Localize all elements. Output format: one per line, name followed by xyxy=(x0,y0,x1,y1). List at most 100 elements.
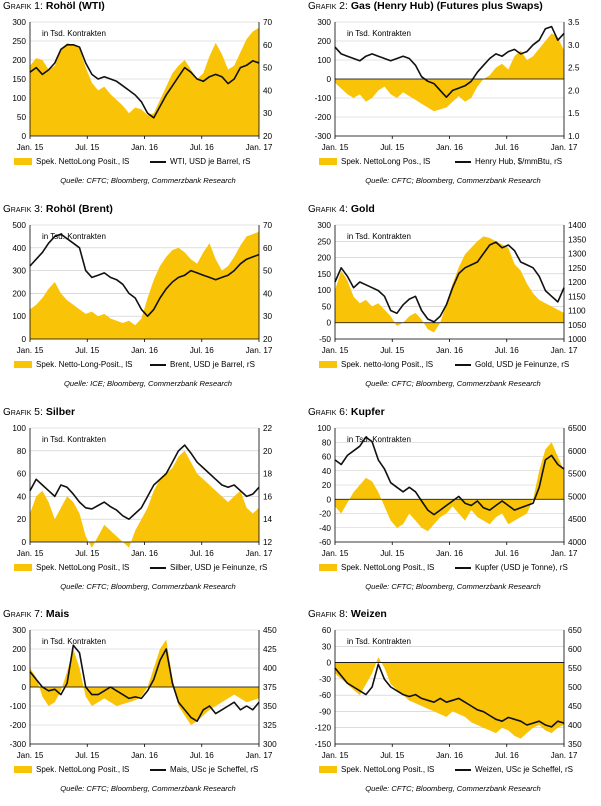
chart-panel-weizen: Grafik 8: Weizen -150 -120 -90 -60 -30 0 30 60 35… xyxy=(305,608,601,806)
x-tick-label: Jan. 17 xyxy=(551,751,578,760)
right-tick-label: 1050 xyxy=(568,321,587,330)
right-tick-label: 4500 xyxy=(568,515,587,524)
x-tick-label: Jul. 16 xyxy=(190,143,215,152)
chart-title-text: Gas (Henry Hub) (Futures plus Swaps) xyxy=(350,0,543,12)
legend-item-area: Spek. NettoLong Pos., lS xyxy=(319,157,430,166)
legend-swatch-line xyxy=(150,160,166,163)
chart-number: 4: xyxy=(339,203,351,215)
x-tick-label: Jan. 15 xyxy=(17,143,44,152)
legend-label-line: Gold, USD je Feinunze, rS xyxy=(475,360,570,369)
line-series-price xyxy=(29,233,260,317)
source-note: Quelle: ICE; Bloomberg, Commerzbank Rese… xyxy=(64,379,232,388)
left-tick-label: 60 xyxy=(17,470,27,479)
chart-title-text: Kupfer xyxy=(350,406,385,418)
legend-label-line: Silber, USD je Feinunze, rS xyxy=(170,563,268,572)
legend: Spek. NettoLong Posit., lS Silber, USD je… xyxy=(0,563,296,575)
unit-label: in Tsd. Kontrakten xyxy=(42,637,106,646)
right-tick-label: 22 xyxy=(263,424,273,433)
right-tick-label: 425 xyxy=(263,645,277,654)
x-tick-label: Jan. 15 xyxy=(17,346,44,355)
legend-swatch-area xyxy=(14,158,32,165)
left-tick-label: -200 xyxy=(315,113,332,122)
x-tick-label: Jul. 16 xyxy=(495,143,520,152)
legend-swatch-line xyxy=(455,363,471,366)
right-tick-label: 1250 xyxy=(568,264,587,273)
area-series-net-long-position xyxy=(30,27,259,137)
x-tick-label: Jul. 16 xyxy=(190,751,215,760)
left-tick-label: 100 xyxy=(12,312,26,321)
right-tick-label: 350 xyxy=(568,740,582,749)
right-tick-label: 40 xyxy=(263,86,273,95)
chart-title-text: Gold xyxy=(350,203,375,215)
unit-label: in Tsd. Kontrakten xyxy=(347,29,411,38)
right-tick-label: 50 xyxy=(263,64,273,73)
right-tick-label: 3.5 xyxy=(568,18,580,27)
chart-svg: -150 -120 -90 -60 -30 0 30 60 350 400 450 500 550 600… xyxy=(315,626,582,760)
right-tick-label: 650 xyxy=(568,626,582,635)
right-tick-label: 4000 xyxy=(568,538,587,547)
chart-title: Grafik 8: Weizen xyxy=(308,608,387,620)
right-tick-label: 500 xyxy=(568,683,582,692)
chart-number-label: Grafik xyxy=(308,609,340,620)
left-tick-label: 250 xyxy=(12,37,26,46)
chart-number: 6: xyxy=(339,406,351,418)
line-series-price xyxy=(334,436,565,516)
left-tick-label: 200 xyxy=(317,254,331,263)
left-tick-label: 300 xyxy=(317,18,331,27)
x-tick-label: Jul. 15 xyxy=(380,143,405,152)
chart-number-label: Grafik xyxy=(308,204,340,215)
left-tick-label: 20 xyxy=(322,481,332,490)
chart-title-text: Silber xyxy=(45,406,76,418)
left-tick-label: 100 xyxy=(12,94,26,103)
legend-swatch-line xyxy=(455,160,471,163)
legend-swatch-area xyxy=(14,361,32,368)
x-tick-label: Jan. 17 xyxy=(246,143,273,152)
chart-number-label: Grafik xyxy=(3,609,35,620)
left-tick-label: 100 xyxy=(317,424,331,433)
left-tick-label: 0 xyxy=(21,132,26,141)
legend-swatch-line xyxy=(150,768,166,771)
legend-item-area: Spek. NettoLong Posit., lS xyxy=(319,765,434,774)
chart-title-text: Weizen xyxy=(350,608,387,620)
legend-swatch-area xyxy=(14,564,32,571)
legend-label-line: Brent, USD je Barrel, rS xyxy=(170,360,255,369)
legend-item-line: Silber, USD je Feinunze, rS xyxy=(150,563,267,572)
right-tick-label: 30 xyxy=(263,312,273,321)
legend-item-area: Spek. NettoLong Posit., lS xyxy=(14,765,129,774)
legend: Spek. NettoLong Posit., lS Weizen, USc je… xyxy=(305,765,601,777)
area-series-net-long-position xyxy=(335,442,564,532)
x-tick-label: Jul. 16 xyxy=(190,346,215,355)
legend-label-area: Spek. NettoLong Posit., lS xyxy=(341,765,435,774)
legend-item-line: Mais, USc je Scheffel, rS xyxy=(150,765,258,774)
chart-panel-wti: Grafik 1: Rohöl (WTI) 0 50 100 150 200 250 300 2… xyxy=(0,0,296,198)
right-tick-label: 325 xyxy=(263,721,277,730)
right-tick-label: 450 xyxy=(263,626,277,635)
line-series-price xyxy=(29,44,260,119)
right-tick-label: 1.0 xyxy=(568,132,580,141)
legend-label-area: Spek. NettoLong Pos., lS xyxy=(341,157,431,166)
x-tick-label: Jan. 17 xyxy=(246,549,273,558)
chart-panel-gas: Grafik 2: Gas (Henry Hub) (Futures plus … xyxy=(305,0,601,198)
line-series-price xyxy=(334,663,565,728)
chart-number: 8: xyxy=(339,608,351,620)
legend-label-area: Spek. NettoLong Posit., lS xyxy=(36,765,130,774)
left-tick-label: 20 xyxy=(17,515,27,524)
chart-number: 5: xyxy=(34,406,46,418)
left-tick-label: 50 xyxy=(17,113,27,122)
x-tick-label: Jan. 17 xyxy=(246,751,273,760)
chart-title: Grafik 6: Kupfer xyxy=(308,406,385,418)
right-tick-label: 70 xyxy=(263,221,273,230)
left-tick-label: 500 xyxy=(12,221,26,230)
x-tick-label: Jul. 16 xyxy=(495,549,520,558)
x-tick-label: Jan. 16 xyxy=(131,346,158,355)
legend-item-line: Gold, USD je Feinunze, rS xyxy=(455,360,569,369)
right-tick-label: 3.0 xyxy=(568,41,580,50)
legend-label-area: Spek. NettoLong Posit., lS xyxy=(341,563,435,572)
right-tick-label: 60 xyxy=(263,41,273,50)
right-tick-label: 450 xyxy=(568,702,582,711)
source-note: Quelle: CFTC; Bloomberg, Commerzbank Res… xyxy=(60,176,236,185)
area-series-net-long-position xyxy=(30,231,259,339)
chart-number: 1: xyxy=(34,0,46,12)
x-tick-label: Jan. 15 xyxy=(17,549,44,558)
left-tick-label: -20 xyxy=(319,510,331,519)
